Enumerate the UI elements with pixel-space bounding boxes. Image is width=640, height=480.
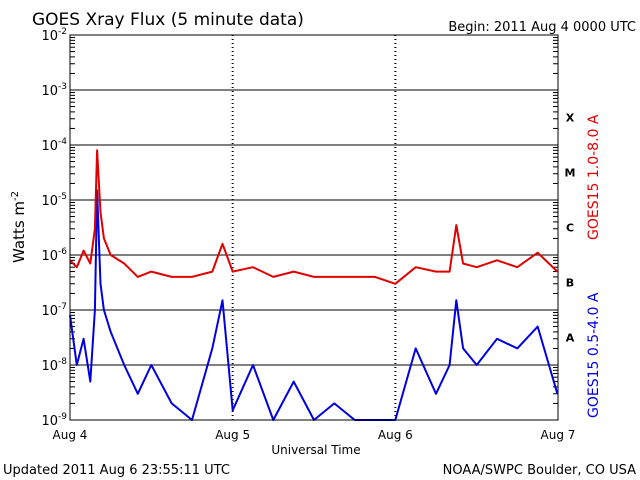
begin-label: Begin: 2011 Aug 4 0000 UTC xyxy=(448,20,636,35)
x-tick-label: Aug 6 xyxy=(378,428,413,442)
x-tick-label: Aug 7 xyxy=(541,428,576,442)
series-layer xyxy=(69,149,559,421)
y-tick-label: 10-9 xyxy=(41,412,67,429)
axis-ticks xyxy=(70,37,558,404)
x-tick-label: Aug 5 xyxy=(215,428,250,442)
flare-class-label: B xyxy=(566,277,574,290)
y-axis-tick-labels: 10-2 10-3 10-4 10-5 10-6 10-7 10-8 10-9 xyxy=(41,27,67,429)
x-axis-title: Universal Time xyxy=(271,443,360,457)
series-0.5-4.0-line xyxy=(69,189,559,421)
y-tick-label: 10-8 xyxy=(41,357,67,374)
y-tick-label: 10-5 xyxy=(41,192,67,209)
y-tick-label: 10-3 xyxy=(41,82,67,99)
y-axis-title: Watts m-2 xyxy=(10,191,28,263)
series-1.0-8.0-line xyxy=(69,149,559,285)
legend-series-2-label: GOES15 0.5-4.0 A xyxy=(586,292,602,418)
flare-class-label: C xyxy=(566,222,574,235)
flare-class-label: A xyxy=(566,332,575,345)
x-axis-tick-labels: Aug 4 Aug 5 Aug 6 Aug 7 xyxy=(53,428,576,442)
y-tick-label: 10-7 xyxy=(41,302,67,319)
flare-class-label: M xyxy=(565,167,576,180)
y-tick-label: 10-2 xyxy=(41,27,67,44)
x-tick-label: Aug 4 xyxy=(53,428,88,442)
flare-class-label: X xyxy=(566,112,575,125)
plot-frame xyxy=(69,34,559,421)
y-tick-label: 10-6 xyxy=(41,247,67,264)
updated-timestamp: Updated 2011 Aug 6 23:55:11 UTC xyxy=(3,463,230,478)
flare-class-labels: X M C B A xyxy=(565,112,576,345)
grid-lines xyxy=(70,35,558,420)
chart-title: GOES Xray Flux (5 minute data) xyxy=(32,10,304,30)
y-tick-label: 10-4 xyxy=(41,137,67,154)
credit-label: NOAA/SWPC Boulder, CO USA xyxy=(443,463,636,478)
legend-series-1-label: GOES15 1.0-8.0 A xyxy=(586,114,602,240)
